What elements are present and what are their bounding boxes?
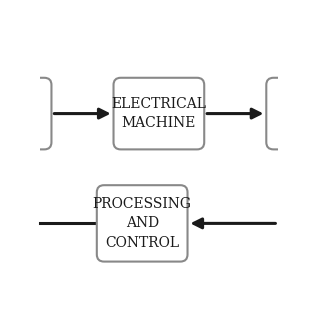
FancyBboxPatch shape bbox=[113, 78, 204, 149]
FancyBboxPatch shape bbox=[97, 185, 188, 262]
Text: ELECTRICAL
MACHINE: ELECTRICAL MACHINE bbox=[111, 97, 206, 130]
FancyBboxPatch shape bbox=[266, 78, 290, 149]
Text: PROCESSING
AND
CONTROL: PROCESSING AND CONTROL bbox=[93, 197, 192, 250]
FancyBboxPatch shape bbox=[28, 78, 51, 149]
